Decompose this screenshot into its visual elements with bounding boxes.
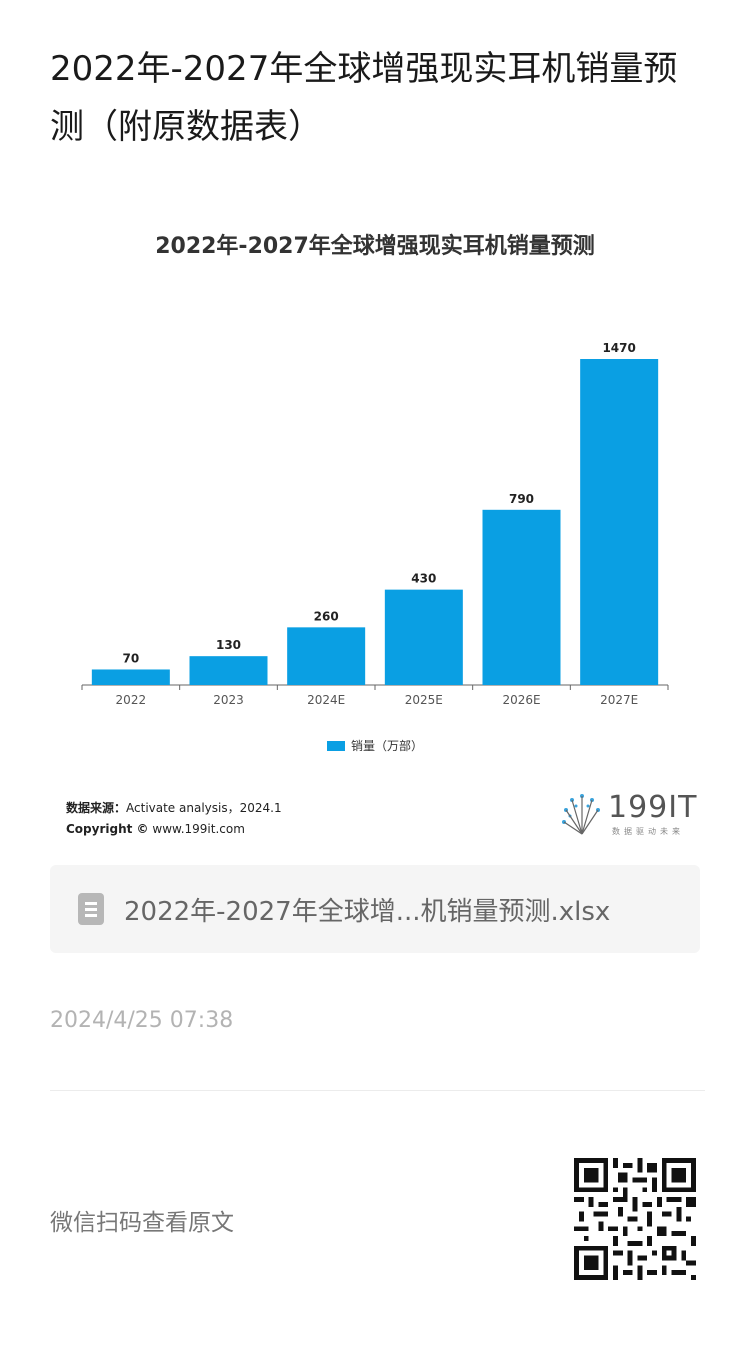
legend-label: 销量（万部） [350, 739, 423, 753]
data-label-2026E: 790 [509, 492, 534, 506]
chart-image: 2022年-2027年全球增强现实耳机销量预测 70 2022 130 2023 260… [50, 200, 700, 845]
data-label-2025E: 430 [411, 572, 436, 586]
data-label-2024E: 260 [314, 609, 339, 623]
tick-label-2027E: 2027E [600, 693, 638, 707]
bar-2023 [189, 656, 268, 685]
attachment-file-name[interactable]: 2022年-2027年全球增...机销量预测.xlsx [124, 896, 611, 927]
logo-tagline: 数据驱动未来 [612, 827, 684, 836]
attachment-card[interactable]: 2022年-2027年全球增...机销量预测.xlsx [50, 865, 700, 953]
spreadsheet-icon [78, 893, 104, 925]
bar-2022 [91, 669, 170, 685]
source-label: 数据来源： [66, 801, 127, 815]
data-label-2022: 70 [122, 651, 139, 665]
tick-label-2026E: 2026E [502, 693, 540, 707]
chart-source: 数据来源：Activate analysis，2024.1 Copyright … [66, 798, 282, 840]
logo-text: 199IT [608, 790, 698, 825]
copyright-site: www.199it.com [152, 822, 245, 836]
copyright-label: Copyright © [66, 822, 149, 836]
qr-code-icon[interactable] [574, 1158, 696, 1280]
data-label-2023: 130 [216, 638, 241, 652]
tick-label-2025E: 2025E [405, 693, 443, 707]
data-label-2027E: 1470 [602, 341, 635, 355]
bar-2024E [287, 627, 366, 685]
bar-2026E [482, 509, 561, 685]
tick-label-2023: 2023 [213, 693, 244, 707]
tick-label-2022: 2022 [116, 693, 147, 707]
post-timestamp: 2024/4/25 07:38 [50, 1008, 234, 1033]
brand-logo: 199IT 数据驱动未来 [558, 790, 698, 838]
bar-2027E [580, 359, 659, 685]
divider [50, 1090, 705, 1091]
chart-title: 2022年-2027年全球增强现实耳机销量预测 [155, 234, 595, 259]
chart-legend: 销量（万部） [50, 737, 700, 754]
read-original-text: 微信扫码查看原文 [50, 1210, 234, 1236]
bar-chart: 70 2022 130 2023 260 2024E 430 2025E 790 2026E 147… [81, 341, 669, 707]
page-title: 2022年-2027年全球增强现实耳机销量预测（附原数据表） [50, 49, 678, 147]
legend-swatch [326, 740, 345, 751]
tick-label-2024E: 2024E [307, 693, 345, 707]
dandelion-icon [562, 794, 600, 835]
bar-2025E [384, 589, 463, 685]
source-text: Activate analysis，2024.1 [126, 801, 282, 815]
